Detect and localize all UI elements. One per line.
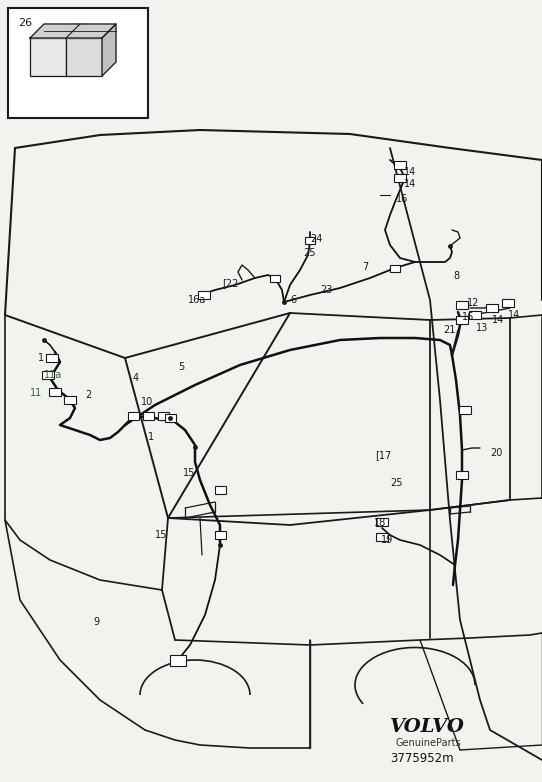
- Text: 14: 14: [508, 310, 520, 320]
- Text: 16a: 16a: [188, 295, 207, 305]
- Text: 11: 11: [30, 388, 42, 398]
- Bar: [394, 161, 406, 169]
- Text: 2: 2: [85, 390, 91, 400]
- Text: 16: 16: [462, 312, 474, 322]
- Bar: [42, 371, 54, 379]
- Bar: [170, 655, 186, 665]
- Text: 4: 4: [133, 373, 139, 383]
- Bar: [158, 412, 169, 420]
- Text: GenuineParts: GenuineParts: [395, 738, 461, 748]
- Text: 26: 26: [18, 18, 32, 28]
- Text: 14: 14: [404, 179, 416, 189]
- Text: 18: 18: [374, 518, 386, 528]
- Bar: [49, 388, 61, 396]
- Text: 14: 14: [404, 167, 416, 177]
- Bar: [165, 414, 176, 422]
- Bar: [143, 412, 153, 420]
- Text: 14: 14: [492, 315, 504, 325]
- Bar: [456, 471, 468, 479]
- Bar: [502, 299, 514, 307]
- Polygon shape: [102, 24, 116, 76]
- Bar: [270, 274, 280, 282]
- Text: 1: 1: [148, 432, 154, 442]
- Text: 12: 12: [467, 298, 479, 308]
- Bar: [469, 311, 481, 319]
- Bar: [30, 38, 66, 76]
- Text: 5: 5: [178, 362, 184, 372]
- Bar: [8, 8, 148, 118]
- Bar: [456, 316, 468, 324]
- Text: 25: 25: [303, 248, 315, 258]
- Text: [17: [17: [375, 450, 391, 460]
- Bar: [198, 291, 210, 299]
- Text: VOLVO: VOLVO: [390, 718, 465, 736]
- Text: 24: 24: [310, 234, 322, 244]
- Text: 25: 25: [390, 478, 403, 488]
- Bar: [390, 264, 400, 271]
- Bar: [64, 396, 76, 404]
- Text: 10: 10: [141, 397, 153, 407]
- Text: 15: 15: [155, 530, 167, 540]
- Text: 11a: 11a: [44, 370, 62, 380]
- Bar: [215, 531, 225, 539]
- Bar: [394, 174, 406, 182]
- Bar: [376, 518, 388, 526]
- Text: 1: 1: [38, 353, 44, 363]
- Bar: [46, 354, 58, 362]
- Text: [22: [22: [222, 278, 238, 288]
- Bar: [376, 533, 388, 541]
- Bar: [215, 486, 225, 494]
- Bar: [459, 406, 471, 414]
- Bar: [486, 304, 498, 312]
- Bar: [305, 236, 315, 243]
- Bar: [456, 301, 468, 309]
- Text: 9: 9: [93, 617, 99, 627]
- Text: 3775952m: 3775952m: [390, 752, 454, 765]
- Text: 23: 23: [320, 285, 332, 295]
- Polygon shape: [30, 24, 116, 38]
- Text: 16: 16: [396, 194, 408, 204]
- Text: 21: 21: [443, 325, 455, 335]
- Bar: [66, 38, 102, 76]
- Bar: [127, 412, 139, 420]
- Text: 19: 19: [381, 535, 393, 545]
- Text: 13: 13: [476, 323, 488, 333]
- Text: 6: 6: [290, 295, 296, 305]
- Text: 8: 8: [453, 271, 459, 281]
- Text: 7: 7: [362, 262, 368, 272]
- Text: 20: 20: [490, 448, 502, 458]
- Text: 15: 15: [183, 468, 195, 478]
